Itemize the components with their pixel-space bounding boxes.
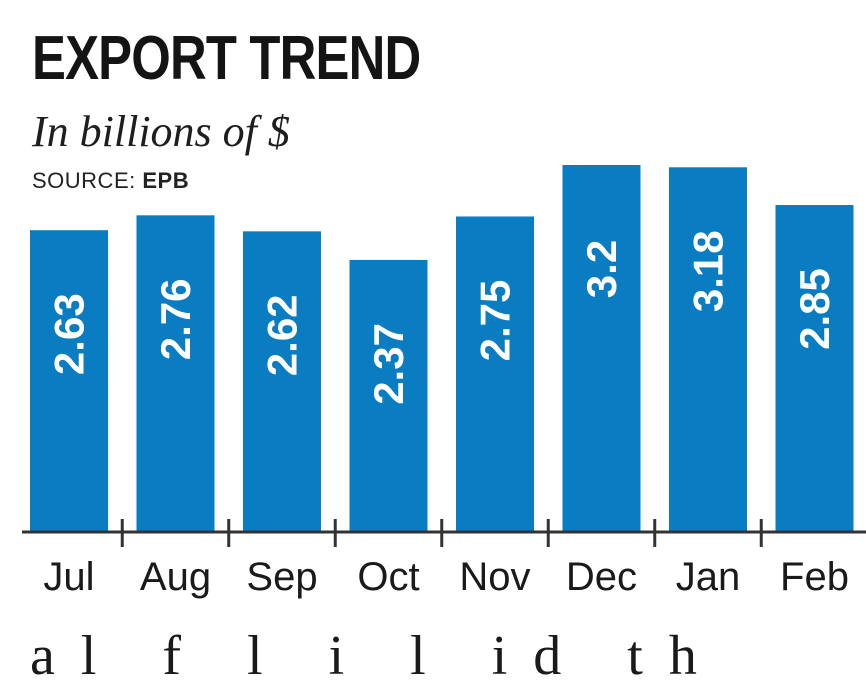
source-line: SOURCE: EPB	[32, 170, 189, 192]
x-tick-label: Jul	[43, 555, 94, 599]
x-tick-label: Dec	[566, 555, 637, 599]
bar-jul	[30, 230, 108, 531]
bar-value-label: 2.63	[46, 293, 93, 375]
bar-nov	[456, 216, 534, 531]
x-tick-label: Aug	[140, 555, 211, 599]
x-axis	[22, 519, 866, 547]
bar-jan	[669, 167, 747, 531]
bar-aug	[136, 215, 215, 531]
chart-subtitle: In billions of $	[32, 107, 290, 156]
bar-feb	[775, 205, 854, 531]
bar-value-label: 2.85	[791, 268, 838, 350]
x-tick-label: Feb	[780, 555, 849, 599]
bar-oct	[349, 259, 428, 531]
x-tick-label: Nov	[459, 555, 530, 599]
bar-value-label: 2.75	[472, 280, 519, 362]
bar-dec	[562, 165, 641, 531]
bar-value-label: 3.18	[685, 230, 732, 312]
bar-chart: 2.63 2.76 2.62 2.37 2.75 3.2 3.18 2.85 Jul Aug Se…	[22, 165, 866, 599]
bar-value-labels: 2.63 2.76 2.62 2.37 2.75 3.2 3.18 2.85	[46, 230, 839, 404]
source-label: SOURCE:	[32, 168, 136, 193]
chart-title: EXPORT TREND	[32, 24, 421, 93]
x-tick-label: Jan	[676, 555, 741, 599]
x-tick-label: Oct	[357, 555, 419, 599]
bar-value-label: 3.2	[578, 240, 625, 298]
bar-value-label: 2.37	[365, 323, 412, 405]
bar-sep	[243, 231, 321, 531]
x-tick-label: Sep	[246, 555, 317, 599]
bars-layer	[30, 165, 854, 531]
cropped-body-text: al f l i l id th	[30, 625, 723, 687]
bar-value-label: 2.76	[152, 278, 199, 360]
x-tick-labels: Jul Aug Sep Oct Nov Dec Jan Feb	[43, 555, 849, 599]
bar-value-label: 2.62	[259, 294, 306, 376]
source-name: EPB	[142, 168, 190, 193]
